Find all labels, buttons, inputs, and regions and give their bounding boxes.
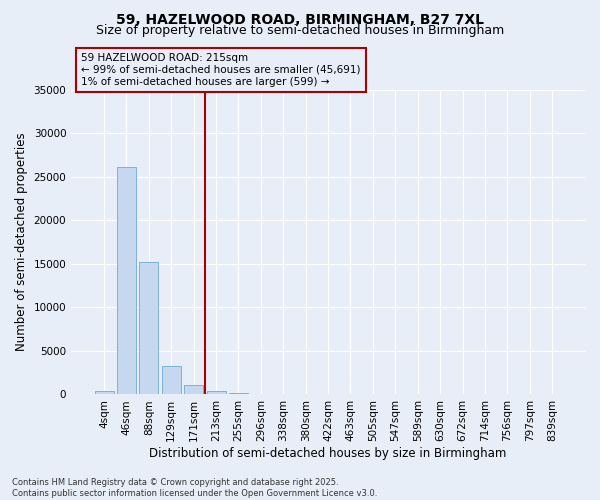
- Text: Contains HM Land Registry data © Crown copyright and database right 2025.
Contai: Contains HM Land Registry data © Crown c…: [12, 478, 377, 498]
- Text: 59, HAZELWOOD ROAD, BIRMINGHAM, B27 7XL: 59, HAZELWOOD ROAD, BIRMINGHAM, B27 7XL: [116, 12, 484, 26]
- Bar: [117, 167, 136, 394]
- Text: 59 HAZELWOOD ROAD: 215sqm
← 99% of semi-detached houses are smaller (45,691)
1% : 59 HAZELWOOD ROAD: 215sqm ← 99% of semi-…: [82, 54, 361, 86]
- Bar: [139, 262, 158, 394]
- X-axis label: Distribution of semi-detached houses by size in Birmingham: Distribution of semi-detached houses by …: [149, 447, 507, 460]
- Text: Size of property relative to semi-detached houses in Birmingham: Size of property relative to semi-detach…: [96, 24, 504, 37]
- Bar: [162, 366, 181, 394]
- Bar: [229, 392, 248, 394]
- Y-axis label: Number of semi-detached properties: Number of semi-detached properties: [15, 132, 28, 352]
- Bar: [206, 390, 226, 394]
- Bar: [184, 385, 203, 394]
- Bar: [95, 392, 113, 394]
